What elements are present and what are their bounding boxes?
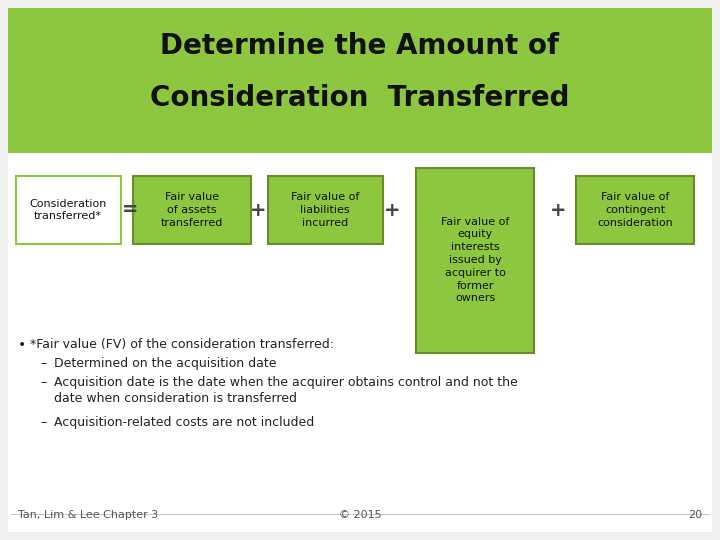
Text: –: –	[40, 376, 46, 389]
Text: =: =	[122, 200, 138, 219]
Text: –: –	[40, 416, 46, 429]
Text: 20: 20	[688, 510, 702, 520]
Text: +: +	[384, 200, 400, 219]
Text: +: +	[550, 200, 566, 219]
Text: Determined on the acquisition date: Determined on the acquisition date	[54, 357, 276, 370]
Text: Acquisition date is the date when the acquirer obtains control and not the: Acquisition date is the date when the ac…	[54, 376, 518, 389]
Text: Determine the Amount of: Determine the Amount of	[161, 32, 559, 60]
Text: Consideration  Transferred: Consideration Transferred	[150, 84, 570, 112]
Text: Acquisition-related costs are not included: Acquisition-related costs are not includ…	[54, 416, 314, 429]
Text: Fair value of
contingent
consideration: Fair value of contingent consideration	[597, 192, 673, 228]
Text: Fair value of
equity
interests
issued by
acquirer to
former
owners: Fair value of equity interests issued by…	[441, 217, 509, 303]
Bar	[133, 176, 251, 244]
Text: *Fair value (FV) of the consideration transferred:: *Fair value (FV) of the consideration tr…	[30, 338, 334, 351]
Text: Fair value
of assets
transferred: Fair value of assets transferred	[161, 192, 223, 228]
Text: –: –	[40, 357, 46, 370]
Text: © 2015: © 2015	[338, 510, 382, 520]
Text: •: •	[18, 338, 26, 352]
Text: date when consideration is transferred: date when consideration is transferred	[54, 392, 297, 405]
Bar	[576, 176, 694, 244]
Text: Tan, Lim & Lee Chapter 3: Tan, Lim & Lee Chapter 3	[18, 510, 158, 520]
Text: Consideration
transferred*: Consideration transferred*	[30, 199, 107, 221]
Bar	[8, 8, 712, 153]
Text: Fair value of
liabilities
incurred: Fair value of liabilities incurred	[291, 192, 359, 228]
Bar	[16, 176, 120, 244]
Text: +: +	[250, 200, 266, 219]
Bar	[416, 167, 534, 353]
Bar	[268, 176, 382, 244]
